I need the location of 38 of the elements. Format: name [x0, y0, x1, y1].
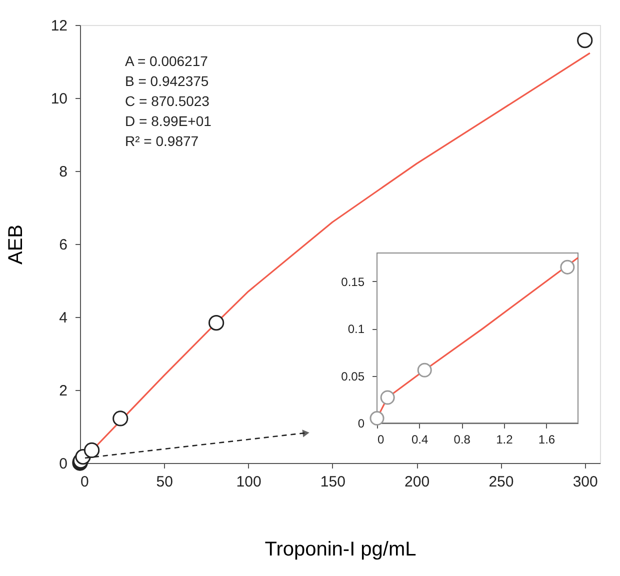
- point: [84, 442, 100, 458]
- point: [417, 362, 432, 378]
- x-tick-label: 0.8: [454, 432, 471, 446]
- x-tick-label: 1.6: [538, 432, 556, 446]
- x-tick-label: 200: [404, 474, 430, 490]
- point: [370, 411, 384, 426]
- y-tick-label: 8: [59, 164, 68, 180]
- annotation: D = 8.99E+01: [125, 113, 212, 129]
- y-tick-label: 0.15: [341, 274, 365, 289]
- x-axis-title: Troponin-I pg/mL: [264, 538, 416, 560]
- y-tick-label: 4: [59, 310, 68, 326]
- x-tick-label: 0.4: [411, 432, 428, 446]
- y-tick-label: 6: [59, 236, 68, 254]
- x-tick-label: 250: [488, 474, 514, 490]
- y-tick-label: 2: [59, 382, 68, 400]
- x-tick-label: 100: [236, 474, 262, 490]
- annotation: B = 0.942375: [125, 73, 209, 89]
- x-tick-label: 50: [156, 474, 173, 490]
- x-tick-label: 1.2: [496, 432, 514, 446]
- point: [560, 260, 575, 274]
- y-tick-label: 12: [50, 18, 68, 34]
- annotation: C = 870.5023: [125, 93, 210, 109]
- x-tick-label: 0: [378, 432, 384, 446]
- x-tick-label: 300: [572, 474, 598, 490]
- y-tick-label: 0.1: [348, 322, 365, 336]
- point: [112, 410, 128, 426]
- y-tick-label: 0.05: [341, 369, 365, 384]
- annotation: A = 0.006217: [125, 53, 208, 69]
- y-tick-label: 0: [358, 416, 365, 430]
- y-tick-label: 0: [59, 456, 68, 472]
- y-axis-title: AEB: [4, 224, 27, 265]
- point: [380, 390, 395, 405]
- annotation: R² = 0.9877: [125, 133, 199, 149]
- x-tick-label: 150: [320, 474, 346, 490]
- point: [208, 315, 224, 331]
- point: [577, 32, 593, 48]
- y-tick-label: 10: [50, 90, 68, 108]
- x-tick-label: 0: [80, 474, 89, 490]
